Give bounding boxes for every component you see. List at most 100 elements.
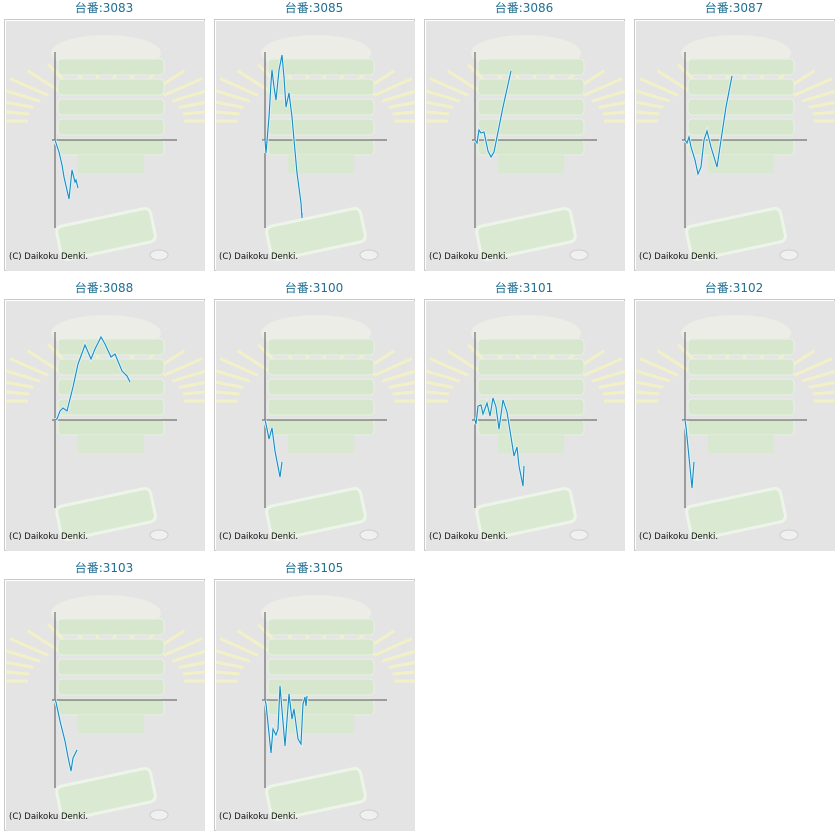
ray [171, 369, 205, 383]
ray [812, 390, 835, 396]
ray [6, 100, 34, 109]
slump-graph [426, 301, 625, 551]
ray [236, 349, 270, 373]
medal-box [477, 58, 585, 76]
slump-line [264, 419, 283, 478]
slump-graph-image[interactable]: (C) Daikoku Denki. [424, 299, 625, 551]
ray [583, 357, 623, 377]
ray [812, 110, 835, 116]
medal-box [687, 78, 795, 96]
ray [216, 110, 240, 116]
slump-line [474, 70, 512, 159]
coin [359, 809, 379, 821]
medal-box [57, 138, 165, 156]
machine-number-title[interactable]: 台番:3105 [284, 561, 344, 575]
copyright-text: (C) Daikoku Denki. [639, 532, 719, 542]
box-base [288, 715, 354, 733]
ray [26, 629, 60, 653]
machine-number-title[interactable]: 台番:3103 [74, 561, 134, 575]
medal-box [267, 58, 375, 76]
slump-graph-image[interactable]: (C) Daikoku Denki. [634, 299, 835, 551]
medal-box [267, 698, 375, 716]
medal-tray [265, 767, 367, 821]
copyright-text: (C) Daikoku Denki. [429, 252, 509, 262]
slump-graph-image[interactable]: (C) Daikoku Denki. [4, 579, 205, 831]
slump-line [54, 139, 79, 200]
ray [636, 369, 671, 383]
ray [373, 77, 413, 97]
ray [163, 357, 203, 377]
medal-tray [475, 207, 577, 261]
slump-graph-image[interactable]: (C) Daikoku Denki. [214, 299, 415, 551]
copyright-text: (C) Daikoku Denki. [219, 532, 299, 542]
box-base [708, 155, 774, 173]
slump-graph-image[interactable]: (C) Daikoku Denki. [4, 299, 205, 551]
slump-graph-image[interactable]: (C) Daikoku Denki. [634, 19, 835, 271]
ray [639, 77, 679, 97]
medal-box [267, 678, 375, 696]
machine-graph-card: 台番:3088 (C) Daikoku Denki. [2, 280, 206, 554]
medal-box [687, 358, 795, 376]
ray [392, 110, 415, 116]
slump-graph-image[interactable]: (C) Daikoku Denki. [424, 19, 625, 271]
ray [446, 349, 480, 373]
machine-number-title[interactable]: 台番:3083 [74, 1, 134, 15]
machine-number-title[interactable]: 台番:3088 [74, 281, 134, 295]
ray [636, 110, 660, 116]
ray [793, 357, 833, 377]
ray [373, 357, 413, 377]
machine-number-title[interactable]: 台番:3085 [284, 1, 344, 15]
ray [171, 649, 205, 663]
copyright-text: (C) Daikoku Denki. [639, 252, 719, 262]
medal-box [687, 418, 795, 436]
ray [216, 369, 251, 383]
ray [178, 100, 205, 109]
ray [656, 69, 690, 93]
medal-box [267, 638, 375, 656]
ray [26, 349, 60, 373]
medal-box [687, 98, 795, 116]
ray [636, 380, 664, 389]
slump-graph-image[interactable]: (C) Daikoku Denki. [214, 579, 415, 831]
ray [426, 110, 450, 116]
background-illustration [6, 595, 205, 821]
medal-box [57, 338, 165, 356]
slump-graph [216, 581, 415, 831]
machine-number-title[interactable]: 台番:3087 [704, 1, 764, 15]
machine-graph-card: 台番:3083 (C) Daikoku Denki. [2, 0, 206, 274]
ray [219, 77, 259, 97]
slump-graph [216, 301, 415, 551]
coin [569, 249, 589, 261]
ray [801, 369, 835, 383]
machine-number-title[interactable]: 台番:3102 [704, 281, 764, 295]
machine-number-title[interactable]: 台番:3100 [284, 281, 344, 295]
copyright-text: (C) Daikoku Denki. [219, 252, 299, 262]
slump-graph [636, 21, 835, 271]
ray [636, 100, 664, 109]
ray [636, 89, 671, 103]
ray [381, 369, 415, 383]
medal-tray [265, 207, 367, 261]
slump-graph-image[interactable]: (C) Daikoku Denki. [4, 19, 205, 271]
medal-box [57, 378, 165, 396]
ray [639, 357, 679, 377]
medal-box [57, 358, 165, 376]
medal-box [267, 658, 375, 676]
ray [6, 670, 30, 676]
medal-box [57, 98, 165, 116]
medal-box [57, 678, 165, 696]
ray [426, 100, 454, 109]
ray [598, 100, 625, 109]
slump-graph-image[interactable]: (C) Daikoku Denki. [214, 19, 415, 271]
ray [216, 649, 251, 663]
machine-graph-card: 台番:3086 (C) Daikoku Denki. [422, 0, 626, 274]
medal-box [477, 418, 585, 436]
machine-number-title[interactable]: 台番:3086 [494, 1, 554, 15]
ray [216, 670, 240, 676]
ray [9, 77, 49, 97]
medal-box [57, 698, 165, 716]
medal-box [477, 78, 585, 96]
machine-number-title[interactable]: 台番:3101 [494, 281, 554, 295]
coin [149, 249, 169, 261]
ray [446, 69, 480, 93]
